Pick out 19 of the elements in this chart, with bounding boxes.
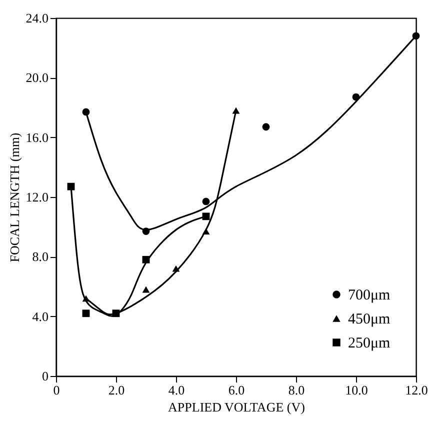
- y-tick-label: 16.0: [26, 130, 48, 145]
- y-tick-label: 24.0: [26, 10, 48, 26]
- y-tick-label: 8.0: [32, 249, 48, 264]
- legend-label: 250μm: [348, 336, 391, 352]
- legend-label: 450μm: [348, 312, 391, 328]
- x-tick-label: 0: [53, 382, 60, 398]
- x-tick-label: 2.0: [108, 382, 125, 398]
- x-tick-label: 4.0: [168, 382, 185, 398]
- x-tick-label: 10.0: [345, 382, 368, 398]
- y-tick-label: 12.0: [26, 190, 48, 204]
- y-axis-title: FOCAL LENGTH (mm): [6, 132, 22, 262]
- y-tick-label: 0: [42, 368, 48, 384]
- y-tick-label: 4.0: [32, 308, 48, 324]
- x-tick-label: 8.0: [288, 382, 305, 398]
- x-tick-label: 6.0: [228, 382, 245, 398]
- legend-label: 700μm: [348, 288, 391, 304]
- x-tick-label: 12.0: [405, 382, 428, 398]
- y-tick-label: 20.0: [26, 70, 48, 86]
- x-axis-title: APPLIED VOLTAGE (V): [168, 400, 305, 414]
